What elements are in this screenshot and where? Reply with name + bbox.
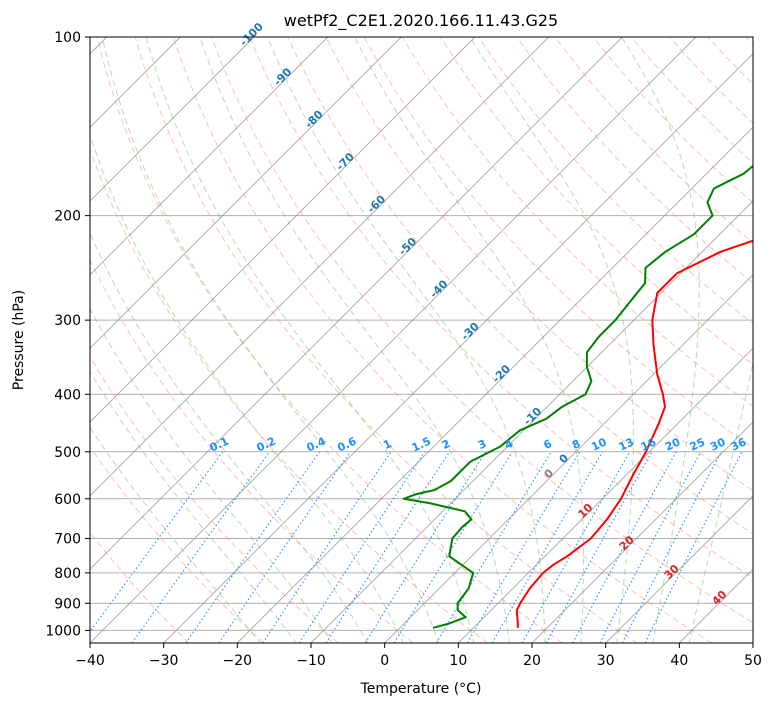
y-tick-label: 500 [54, 445, 81, 461]
chart-title: wetPf2_C2E1.2020.166.11.43.G25 [284, 11, 558, 31]
isotherm-line [457, 347, 753, 643]
y-axis-label: Pressure (hPa) [11, 290, 27, 390]
mixing-ratio-line [185, 451, 321, 643]
dewpoint-profile [402, 164, 753, 629]
y-tick-label: 100 [54, 30, 81, 46]
plot-frame [89, 36, 754, 644]
y-tick-label: 200 [54, 209, 81, 225]
mixing-ratio-line [644, 451, 743, 643]
moist-adiabat-line [621, 37, 700, 643]
dry-adiabat-line [134, 37, 638, 643]
background-lines [90, 37, 753, 643]
isotherm-line [90, 37, 697, 643]
mixing-ratio-line [262, 451, 392, 643]
isotherm-line [90, 37, 255, 202]
dry-adiabat-line [90, 258, 414, 643]
x-tick-label: −30 [149, 653, 179, 669]
isotherm-line [90, 37, 623, 570]
moist-adiabat-line [90, 133, 404, 643]
mixing-ratio-label: 36 [729, 435, 749, 453]
mixing-ratio-label: 10 [589, 435, 609, 453]
dry-adiabat-line [211, 37, 753, 624]
dry-adiabat-line [90, 445, 264, 643]
x-tick-label: 0 [380, 653, 389, 669]
x-tick-label: −40 [75, 653, 105, 669]
mixing-ratio-label: 13 [617, 435, 636, 453]
mixing-ratio-line [325, 451, 451, 643]
mixing-ratio-line [364, 451, 487, 643]
x-tick-label: −20 [223, 653, 253, 669]
mixing-ratio-line [131, 451, 271, 643]
isotherm-line [236, 126, 753, 643]
moist-adiabat-line [688, 361, 753, 643]
mixing-ratio-label: 25 [688, 435, 707, 453]
mixing-ratio-line [298, 451, 426, 643]
mixing-ratio-line [521, 451, 631, 643]
mixing-ratio-line [90, 451, 224, 633]
isotherm-line [90, 37, 402, 349]
moist-adiabat-line [90, 426, 261, 643]
moist-adiabat-line [267, 37, 546, 643]
moist-adiabat-line [199, 37, 510, 643]
moist-adiabat-line [145, 37, 475, 643]
x-tick-label: 20 [523, 653, 541, 669]
mixing-ratio-line [545, 451, 653, 643]
moist-adiabat-line [354, 37, 584, 643]
dry-adiabat-line [172, 37, 712, 643]
isotherm-line [752, 642, 753, 643]
mixing-ratio-line [218, 451, 351, 643]
isotherm-line [384, 274, 753, 643]
moist-adiabat-line [90, 231, 369, 643]
axes: −40 −30 −20 −10 0 10 20 30 40 50 1000 900 800 700 600 5… [45, 30, 762, 669]
mixing-ratio-line [435, 451, 552, 643]
y-tick-label: 300 [54, 313, 81, 329]
y-tick-label: 600 [54, 492, 81, 508]
x-tick-label: 30 [597, 653, 615, 669]
mixing-ratio-line [572, 451, 677, 643]
dry-adiabat-line [325, 37, 753, 492]
isotherm-line [605, 495, 753, 643]
y-tick-label: 400 [54, 387, 81, 403]
isotherm-line [531, 421, 753, 643]
mixing-ratio-line [599, 451, 702, 643]
temperature-profile [515, 239, 753, 628]
dry-adiabat-line [96, 37, 563, 643]
isotherm-line [90, 37, 550, 497]
dry-adiabat-line [90, 355, 339, 643]
y-tick-label: 800 [54, 566, 81, 582]
x-tick-label: 40 [670, 653, 688, 669]
isotherm-line [90, 37, 476, 423]
moist-adiabat-line [469, 37, 634, 643]
mixing-ratio-label: 30 [708, 435, 728, 453]
moist-adiabat-line [90, 370, 297, 643]
dry-adiabat-line [287, 37, 753, 535]
moist-adiabat-line [101, 37, 440, 643]
x-tick-label: −10 [296, 653, 326, 669]
isotherm-line [90, 37, 329, 276]
dry-adiabat-line [249, 37, 753, 579]
x-tick-label: 50 [744, 653, 762, 669]
profiles [402, 164, 753, 629]
x-tick-label: 10 [449, 653, 467, 669]
y-tick-label: 900 [54, 596, 81, 612]
plot-background [90, 37, 753, 643]
dry-adiabat-line [516, 37, 753, 284]
moist-adiabat-line [90, 307, 333, 643]
mixing-ratio-label: 16 [639, 435, 659, 453]
x-axis-label: Temperature (°C) [360, 681, 482, 697]
isotherm-line [163, 53, 753, 643]
y-tick-label: 700 [54, 532, 81, 548]
y-tick-label: 1000 [45, 623, 81, 639]
mixing-ratio-label: 20 [663, 435, 683, 453]
